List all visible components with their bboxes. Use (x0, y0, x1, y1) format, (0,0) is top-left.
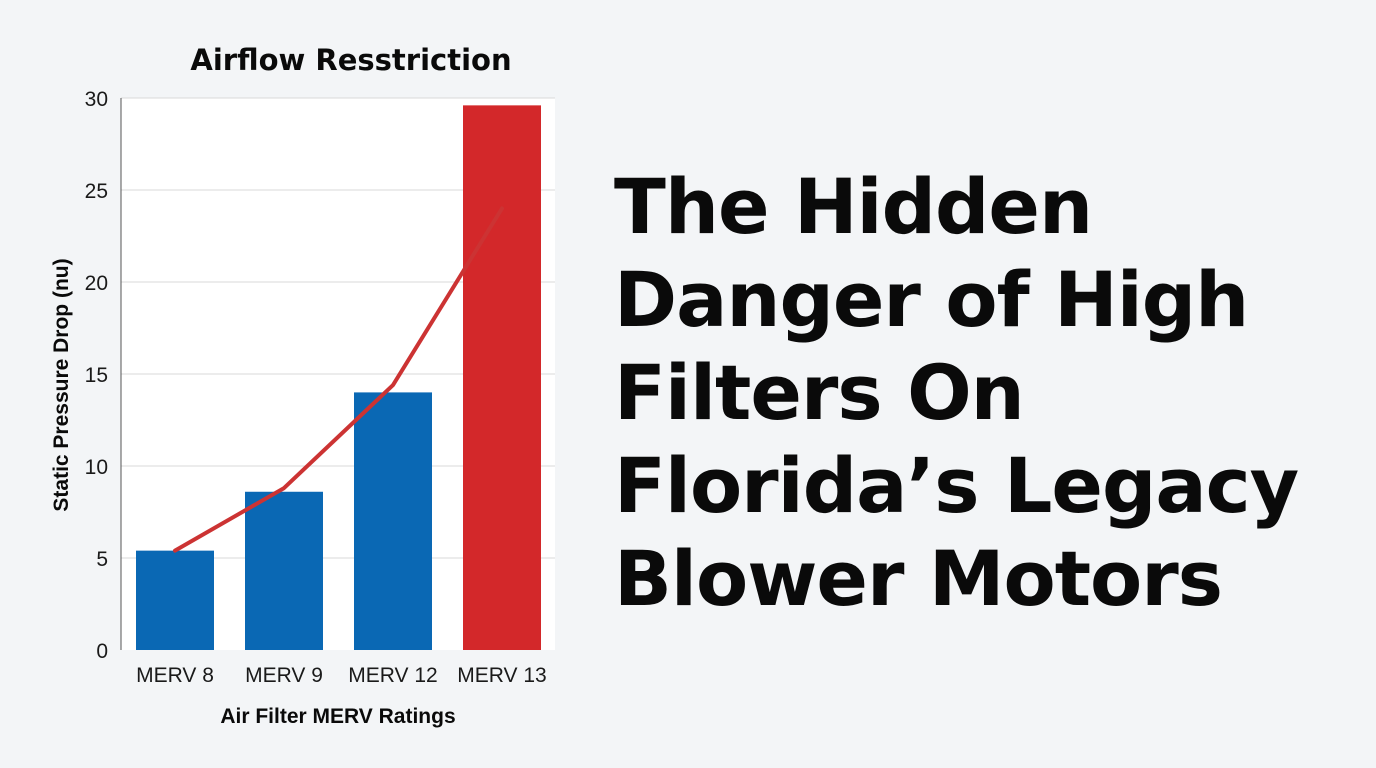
y-tick-label: 10 (85, 456, 108, 479)
y-tick-label: 0 (96, 640, 108, 663)
headline-line: The Hidden (614, 162, 1093, 251)
y-tick-label: 5 (96, 548, 108, 571)
y-axis-label: Static Pressure Drop (nu) (50, 258, 73, 511)
x-tick-label: MERV 12 (348, 664, 438, 687)
x-axis-label: Air Filter MERV Ratings (220, 705, 455, 728)
x-tick-label: MERV 13 (457, 664, 547, 687)
y-axis-ticks: 0 5 10 15 20 25 30 (85, 88, 108, 663)
trend-line-group (173, 206, 504, 553)
x-axis-ticks: MERV 8 MERV 9 MERV 12 MERV 13 (136, 664, 547, 687)
bar-chart: Airflow Resstriction 0 5 10 15 20 25 30 MERV 8… (50, 43, 555, 728)
headline-line: Blower Motors (614, 534, 1223, 623)
headline-line: Danger of High (614, 255, 1249, 344)
y-tick-label: 20 (85, 272, 108, 295)
x-tick-label: MERV 8 (136, 664, 214, 687)
headline-line: Filters On (614, 348, 1025, 437)
y-tick-label: 15 (85, 364, 108, 387)
headline: The Hidden Danger of High Filters On Flo… (614, 160, 1354, 625)
bars (136, 105, 541, 651)
bar (245, 491, 323, 650)
trend-line (173, 206, 504, 553)
x-tick-label: MERV 9 (245, 664, 323, 687)
headline-line: Florida’s Legacy (614, 441, 1299, 530)
bar (463, 105, 541, 651)
chart-title: Airflow Resstriction (190, 43, 511, 77)
bar (354, 392, 432, 650)
bar (136, 550, 214, 650)
y-tick-label: 30 (85, 88, 108, 111)
y-tick-label: 25 (85, 180, 108, 203)
